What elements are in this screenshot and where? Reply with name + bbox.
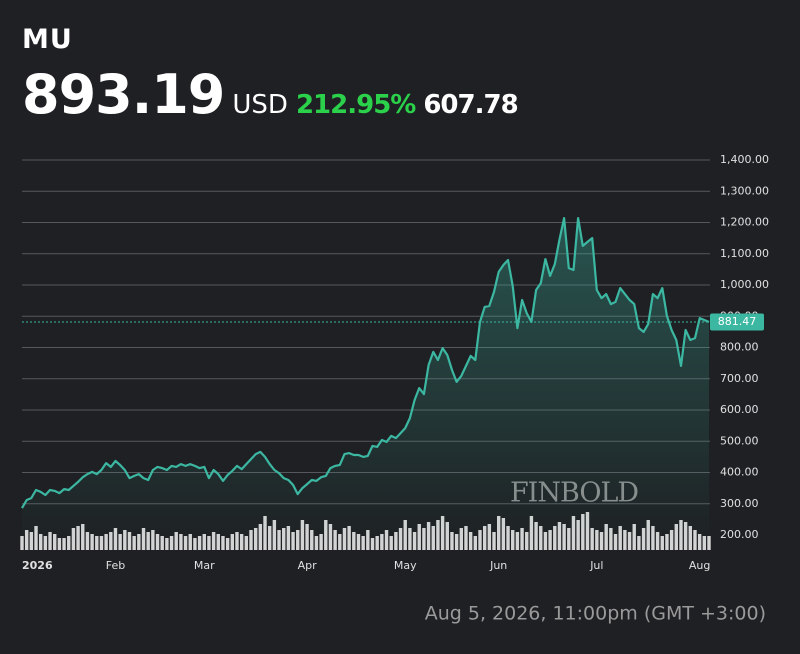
y-tick-label: 600.00	[720, 403, 759, 416]
y-tick-label: 1,100.00	[720, 247, 769, 260]
change: 607.78	[423, 90, 518, 120]
y-tick-label: 200.00	[720, 528, 759, 541]
y-tick-label: 1,400.00	[720, 153, 769, 166]
x-tick-label: Jul	[589, 559, 603, 572]
price: 893.19	[22, 63, 225, 126]
header: MU 893.19 USD 212.95% 607.78	[22, 24, 519, 126]
area-fill	[22, 218, 709, 550]
y-tick-label: 1,000.00	[720, 278, 769, 291]
x-tick-label: Feb	[106, 559, 125, 572]
quote-row: 893.19 USD 212.95% 607.78	[22, 63, 519, 126]
currency: USD	[232, 90, 288, 120]
y-tick-label: 500.00	[720, 434, 759, 447]
price-line	[21, 217, 710, 509]
y-tick-label: 400.00	[720, 466, 759, 479]
y-tick-label: 300.00	[720, 497, 759, 510]
last-price-label: 881.47	[718, 315, 757, 328]
x-tick-label: Aug	[689, 559, 710, 572]
ticker: MU	[22, 24, 73, 55]
last-price-badge	[710, 313, 764, 331]
y-tick-label: 700.00	[720, 372, 759, 385]
x-tick-label: Mar	[194, 559, 215, 572]
change-percent: 212.95%	[295, 90, 416, 120]
x-tick-label: 2026	[22, 559, 53, 572]
y-tick-label: 800.00	[720, 341, 759, 354]
x-tick-label: Jun	[489, 559, 507, 572]
x-tick-label: Apr	[298, 559, 318, 572]
y-tick-label: 1,300.00	[720, 184, 769, 197]
timestamp: Aug 5, 2026, 11:00pm (GMT +3:00)	[425, 603, 766, 625]
y-tick-label: 1,200.00	[720, 216, 769, 229]
x-tick-label: May	[394, 559, 417, 572]
